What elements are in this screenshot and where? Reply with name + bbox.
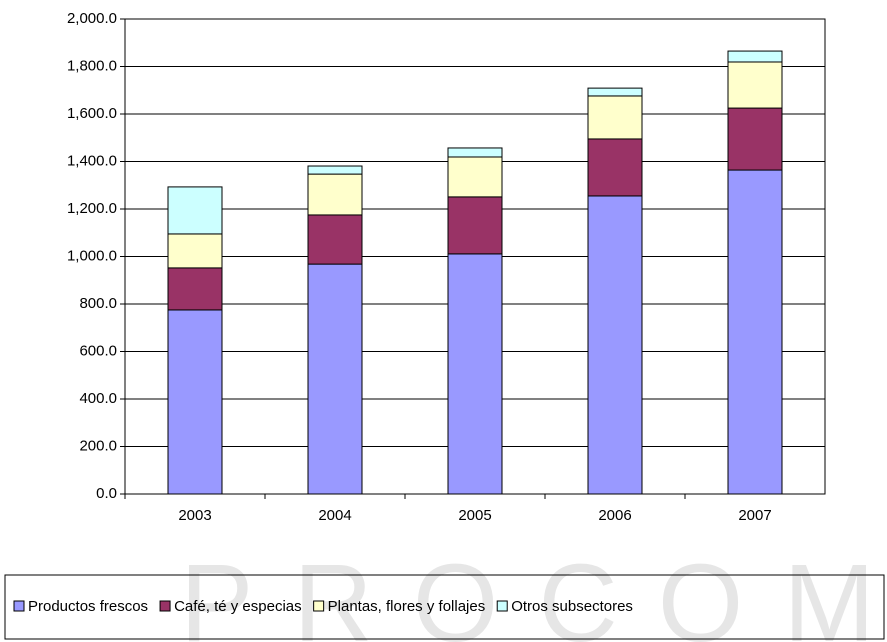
legend-label: Café, té y especias (174, 598, 302, 615)
x-tick-label: 2005 (458, 507, 491, 524)
bar-segment (307, 214, 363, 265)
bar-segment (307, 173, 363, 216)
bar-segment (727, 50, 783, 63)
bar-segment (167, 267, 223, 311)
y-tick-label: 1,000.0 (67, 247, 117, 264)
legend-label: Otros subsectores (511, 598, 633, 615)
bar-segment (167, 309, 223, 495)
bar-segment (727, 107, 783, 171)
bar-segment (587, 195, 643, 495)
y-tick-label: 800.0 (79, 295, 117, 312)
bar-segment (447, 147, 503, 158)
y-tick-label: 1,600.0 (67, 105, 117, 122)
legend-swatch (159, 600, 171, 612)
y-tick-label: 1,800.0 (67, 57, 117, 74)
y-tick-label: 600.0 (79, 342, 117, 359)
x-tick-label: 2003 (178, 507, 211, 524)
y-tick-label: 1,200.0 (67, 200, 117, 217)
legend-box (4, 574, 885, 640)
bar-segment (727, 169, 783, 495)
bar-segment (307, 263, 363, 495)
bar-segment (727, 61, 783, 109)
x-tick-label: 2004 (318, 507, 351, 524)
bar-segment (587, 95, 643, 140)
bar-segment (447, 253, 503, 495)
bar-segment (307, 165, 363, 175)
y-tick-label: 1,400.0 (67, 152, 117, 169)
watermark: PROCOMER (180, 542, 887, 642)
y-tick-label: 0.0 (96, 485, 117, 502)
legend-swatch (313, 600, 325, 612)
x-tick-label: 2006 (598, 507, 631, 524)
bar-segment (587, 138, 643, 197)
y-tick-label: 2,000.0 (67, 10, 117, 27)
bar-segment (587, 87, 643, 97)
y-tick-label: 400.0 (79, 390, 117, 407)
legend-swatch (496, 600, 508, 612)
legend-label: Productos frescos (28, 598, 148, 615)
bar-segment (447, 156, 503, 198)
bar-segment (447, 196, 503, 255)
bar-segment (167, 186, 223, 235)
y-tick-label: 200.0 (79, 437, 117, 454)
legend-swatch (13, 600, 25, 612)
legend-label: Plantas, flores y follajes (328, 598, 486, 615)
bar-segment (167, 233, 223, 269)
x-tick-label: 2007 (738, 507, 771, 524)
